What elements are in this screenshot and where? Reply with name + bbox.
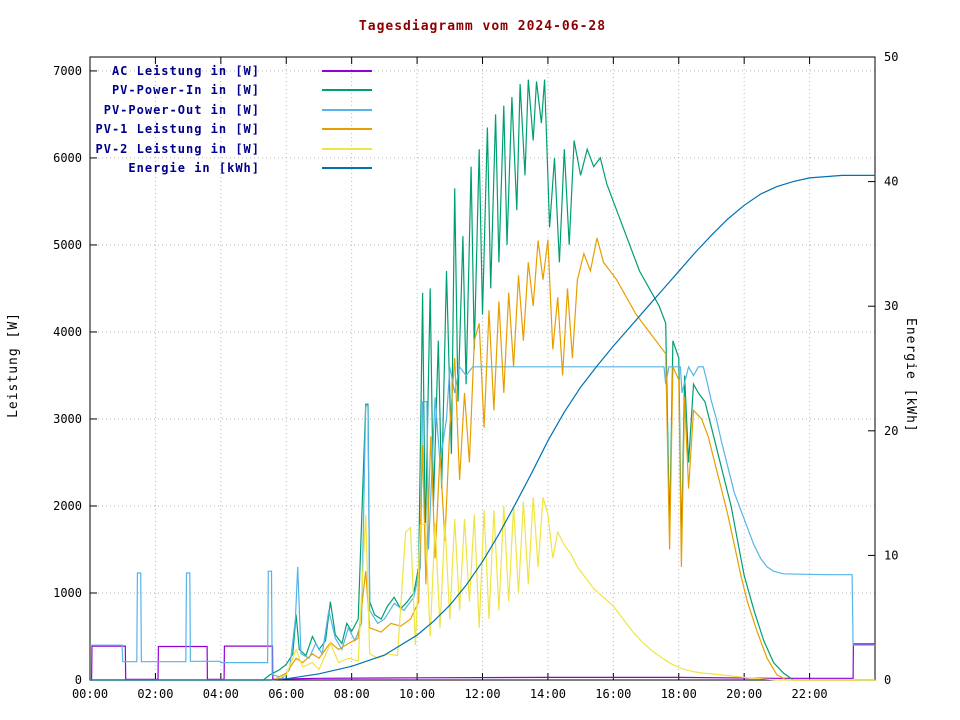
x-tick-label: 20:00: [726, 687, 762, 701]
y-tick-label: 3000: [53, 412, 82, 426]
y2-tick-label: 30: [884, 299, 898, 313]
y2-axis-label: Energie [kWh]: [903, 318, 918, 433]
x-tick-label: 04:00: [203, 687, 239, 701]
y2-tick-label: 0: [884, 673, 891, 687]
gridlines: [90, 57, 875, 680]
x-tick-label: 10:00: [399, 687, 435, 701]
legend-line-sample: [322, 108, 372, 111]
legend-label: PV-Power-Out in [W]: [103, 102, 260, 117]
x-tick-label: 12:00: [464, 687, 500, 701]
y2-tick-label: 20: [884, 424, 898, 438]
series-line-3: [90, 237, 875, 681]
legend-label: PV-2 Leistung in [W]: [95, 141, 260, 156]
y-tick-label: 1000: [53, 586, 82, 600]
legend-label: Energie in [kWh]: [128, 161, 260, 176]
legend-item: PV-1 Leistung in [W]: [92, 120, 372, 140]
x-tick-label: 06:00: [268, 687, 304, 701]
y2-tick-label: 40: [884, 175, 898, 189]
y2-tick-label: 50: [884, 50, 898, 64]
chart-title: Tagesdiagramm vom 2024-06-28: [358, 19, 607, 34]
series-line-4: [90, 497, 875, 681]
y-tick-label: 2000: [53, 499, 82, 513]
legend-line-sample: [322, 89, 372, 92]
tick-marks: [89, 56, 875, 681]
legend-item: Energie in [kWh]: [92, 159, 372, 179]
x-tick-label: 22:00: [792, 687, 828, 701]
x-tick-label: 16:00: [595, 687, 631, 701]
y-tick-label: 7000: [53, 64, 82, 78]
x-tick-label: 08:00: [334, 687, 370, 701]
legend-item: PV-Power-In in [W]: [92, 81, 372, 101]
legend-line-sample: [322, 128, 372, 131]
legend-item: AC Leistung in [W]: [92, 61, 372, 81]
legend-line-sample: [322, 69, 372, 72]
series-line-5: [90, 174, 875, 681]
x-tick-label: 18:00: [661, 687, 697, 701]
y-axis-label: Leistung [W]: [6, 312, 21, 418]
x-tick-label: 02:00: [137, 687, 173, 701]
legend-line-sample: [322, 147, 372, 150]
legend: AC Leistung in [W] PV-Power-In in [W] PV-P…: [92, 61, 372, 178]
x-tick-label: 14:00: [530, 687, 566, 701]
legend-item: PV-2 Leistung in [W]: [92, 139, 372, 159]
y-tick-label: 5000: [53, 238, 82, 252]
y-tick-label: 6000: [53, 151, 82, 165]
y-tick-label: 0: [75, 673, 82, 687]
y-tick-label: 4000: [53, 325, 82, 339]
y2-tick-label: 10: [884, 548, 898, 562]
legend-item: PV-Power-Out in [W]: [92, 100, 372, 120]
x-tick-label: 00:00: [72, 687, 108, 701]
legend-line-sample: [322, 167, 372, 170]
tick-labels: 00:00 02:00 04:00 06:00 08:00 10:00 12:00 14:00…: [53, 50, 898, 701]
legend-label: PV-Power-In in [W]: [111, 83, 260, 98]
legend-label: PV-1 Leistung in [W]: [95, 122, 260, 137]
legend-label: AC Leistung in [W]: [111, 63, 260, 78]
